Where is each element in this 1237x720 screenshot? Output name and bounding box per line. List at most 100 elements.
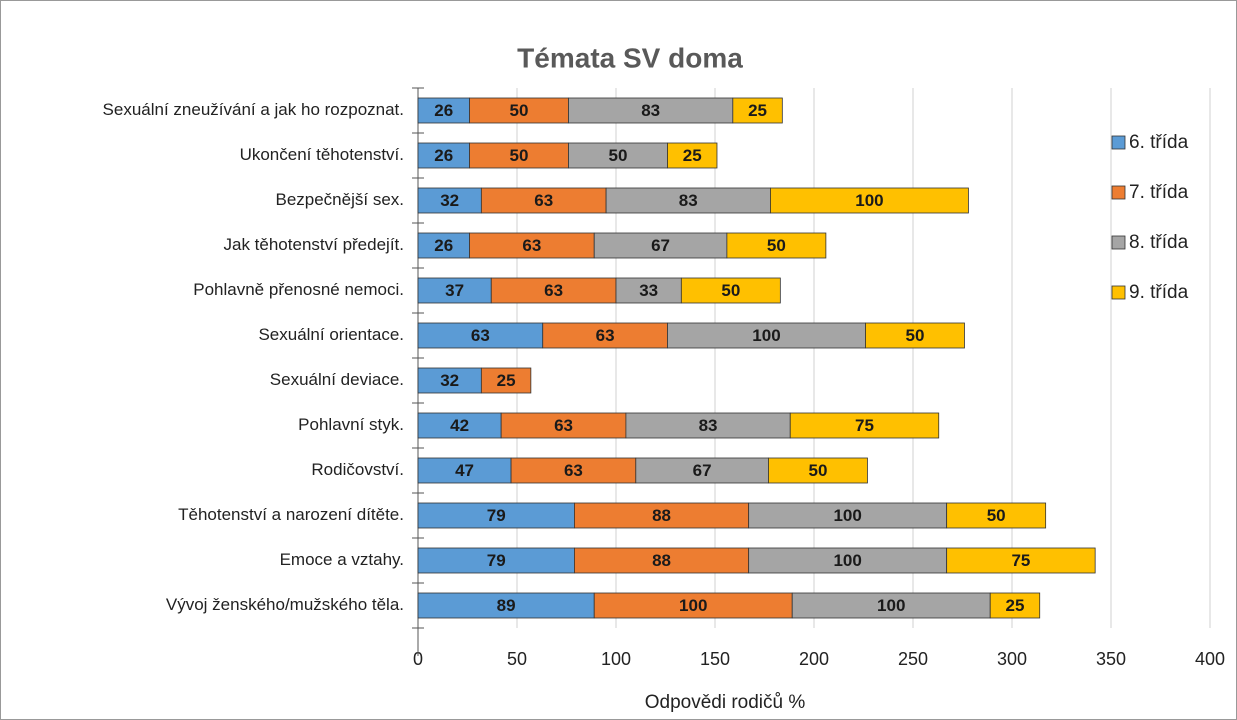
value-label: 50 [609, 146, 628, 165]
value-label: 63 [522, 236, 541, 255]
x-tick-label: 350 [1096, 649, 1126, 669]
value-label: 42 [450, 416, 469, 435]
y-tick-label: Emoce a vztahy. [280, 550, 404, 569]
bar-segment [593, 232, 728, 259]
value-label: 32 [440, 191, 459, 210]
value-label: 63 [534, 191, 553, 210]
value-label: 47 [455, 461, 474, 480]
value-label: 67 [651, 236, 670, 255]
value-label: 25 [1006, 596, 1025, 615]
bar-segment [680, 277, 781, 304]
y-tick-label: Rodičovství. [311, 460, 404, 479]
value-label: 50 [808, 461, 827, 480]
legend-swatch [1111, 135, 1126, 150]
bar-segment [480, 187, 607, 214]
value-label: 75 [855, 416, 874, 435]
value-label: 63 [554, 416, 573, 435]
value-label: 88 [652, 506, 671, 525]
bar-segment [946, 547, 1096, 574]
value-label: 50 [510, 101, 529, 120]
value-label: 63 [544, 281, 563, 300]
legend-swatch [1111, 235, 1126, 250]
bar-segment [789, 412, 940, 439]
y-tick-label: Těhotenství a narození dítěte. [178, 505, 404, 524]
legend-label: 7. třída [1129, 182, 1189, 203]
value-label: 32 [440, 371, 459, 390]
bar-segment [480, 367, 532, 394]
value-label: 25 [497, 371, 516, 390]
value-label: 63 [564, 461, 583, 480]
value-label: 26 [434, 146, 453, 165]
value-label: 100 [833, 506, 861, 525]
bar-segment [865, 322, 965, 349]
x-tick-label: 400 [1195, 649, 1225, 669]
bar-segment [726, 232, 827, 259]
legend-label: 6. třída [1129, 132, 1189, 153]
y-tick-label: Bezpečnější sex. [275, 190, 404, 209]
value-label: 89 [497, 596, 516, 615]
bar-segment [748, 502, 948, 529]
bar-segment [417, 367, 482, 394]
bar-segment [574, 547, 750, 574]
bar-segment [593, 592, 793, 619]
value-label: 100 [833, 551, 861, 570]
bar-segment [667, 142, 718, 169]
x-tick-label: 50 [507, 649, 527, 669]
value-label: 100 [679, 596, 707, 615]
value-label: 26 [434, 236, 453, 255]
value-label: 25 [683, 146, 702, 165]
legend-label: 9. třída [1129, 282, 1189, 303]
bar-segment [469, 97, 569, 124]
value-label: 67 [693, 461, 712, 480]
bar-segment [542, 322, 668, 349]
value-label: 50 [906, 326, 925, 345]
bar-segment [490, 277, 617, 304]
value-label: 83 [641, 101, 660, 120]
bar-segment [417, 592, 595, 619]
value-label: 79 [487, 506, 506, 525]
bar-segment [732, 97, 783, 124]
y-tick-label: Pohlavně přenosné nemoci. [193, 280, 404, 299]
bar-segment [770, 187, 969, 214]
x-tick-label: 0 [413, 649, 423, 669]
bar-segment [574, 502, 750, 529]
bar-segment [768, 457, 868, 484]
bar-segment [469, 232, 595, 259]
value-label: 33 [639, 281, 658, 300]
bar-segment [469, 142, 569, 169]
value-label: 63 [596, 326, 615, 345]
value-label: 50 [987, 506, 1006, 525]
bar-segment [417, 277, 492, 304]
value-label: 83 [699, 416, 718, 435]
x-axis-label: Odpovědi rodičů % [645, 692, 806, 713]
value-label: 100 [855, 191, 883, 210]
value-label: 26 [434, 101, 453, 120]
bar-segment [635, 457, 769, 484]
bar-segment [417, 322, 544, 349]
x-tick-label: 100 [601, 649, 631, 669]
x-tick-label: 250 [898, 649, 928, 669]
legend-swatch [1111, 285, 1126, 300]
y-tick-label: Ukončení těhotenství. [240, 145, 404, 164]
bar-segment [667, 322, 866, 349]
value-label: 25 [748, 101, 767, 120]
value-label: 75 [1011, 551, 1030, 570]
value-label: 79 [487, 551, 506, 570]
x-tick-label: 200 [799, 649, 829, 669]
y-tick-label: Sexuální zneužívání a jak ho rozpoznat. [103, 100, 404, 119]
y-tick-label: Pohlavní styk. [298, 415, 404, 434]
value-label: 100 [752, 326, 780, 345]
x-tick-label: 300 [997, 649, 1027, 669]
bar-segment [417, 412, 502, 439]
bar-segment [791, 592, 991, 619]
bar-segment [946, 502, 1047, 529]
y-tick-label: Sexuální orientace. [258, 325, 404, 344]
bar-segment [625, 412, 791, 439]
y-tick-label: Sexuální deviace. [270, 370, 404, 389]
value-label: 50 [767, 236, 786, 255]
value-label: 100 [877, 596, 905, 615]
bar-segment [615, 277, 682, 304]
legend-swatch [1111, 185, 1126, 200]
value-label: 63 [471, 326, 490, 345]
